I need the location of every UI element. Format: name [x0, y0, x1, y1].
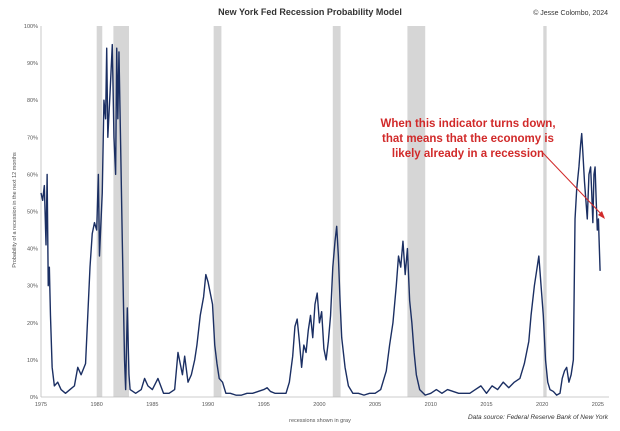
y-tick-label: 50% [27, 210, 38, 216]
x-tick-label: 1995 [258, 402, 270, 408]
x-axis-label: recessions shown in gray [289, 418, 351, 424]
recession-band [543, 26, 547, 397]
chart-credit: © Jesse Colombo, 2024 [533, 9, 608, 17]
recession-band [407, 26, 426, 397]
x-tick-label: 1990 [202, 402, 214, 408]
annotation-arrow [542, 152, 605, 218]
y-tick-label: 10% [27, 358, 38, 364]
x-tick-label: 2010 [425, 402, 437, 408]
chart-title: New York Fed Recession Probability Model [218, 7, 402, 17]
y-axis-label: Probability of a recession in the next 1… [12, 152, 18, 268]
recession-band [332, 26, 341, 397]
y-tick-label: 70% [27, 135, 38, 141]
y-tick-label: 20% [27, 321, 38, 327]
annotation: When this indicator turns down, that mea… [380, 118, 605, 219]
x-tick-label: 1975 [35, 402, 47, 408]
y-tick-label: 80% [27, 98, 38, 104]
x-tick-label: 1980 [91, 402, 103, 408]
y-tick-label: 90% [27, 61, 38, 67]
x-tick-label: 1985 [146, 402, 158, 408]
data-source-note: Data source: Federal Reserve Bank of New… [468, 414, 609, 421]
y-tick-label: 100% [24, 24, 38, 30]
y-tick-label: 60% [27, 172, 38, 178]
x-tick-label: 2025 [592, 402, 604, 408]
annotation-line-1: When this indicator turns down, [380, 118, 555, 130]
annotation-arrowhead [598, 211, 605, 219]
x-tick-label: 2005 [369, 402, 381, 408]
annotation-line-3: likely already in a recession [392, 148, 544, 160]
probability-series-line [40, 43, 601, 396]
annotation-line-2: that means that the economy is [382, 133, 554, 145]
y-tick-label: 40% [27, 247, 38, 253]
x-tick-label: 2015 [480, 402, 492, 408]
y-tick-label: 0% [30, 395, 38, 401]
x-tick-label: 2000 [313, 402, 325, 408]
y-tick-label: 30% [27, 284, 38, 290]
x-tick-label: 2020 [536, 402, 548, 408]
recession-band [213, 26, 222, 397]
